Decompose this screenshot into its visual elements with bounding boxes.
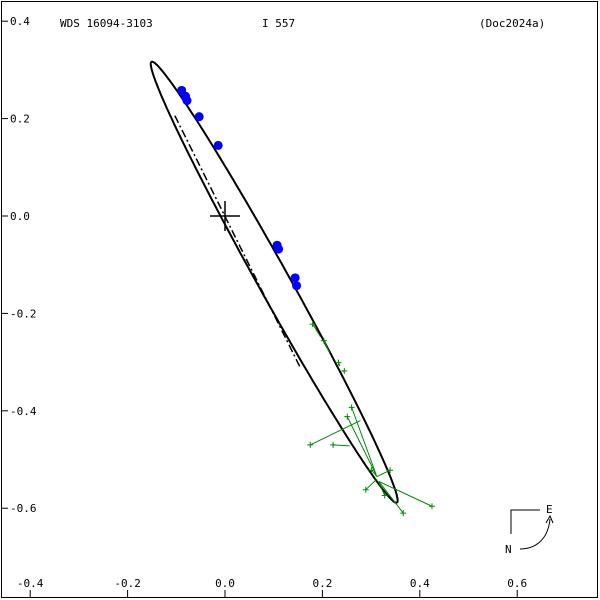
y-tick-label-4: -0.4 [10, 405, 37, 418]
compass-arrowhead-icon [545, 514, 554, 524]
x-tick-label-0: -0.4 [17, 577, 44, 590]
residual-line-0 [312, 323, 321, 338]
residual-line-11 [377, 481, 386, 496]
compass-north-label: N [505, 543, 512, 556]
residual-line-13 [378, 480, 433, 507]
interferometric-measures [177, 85, 302, 291]
residual-line-8 [371, 469, 378, 477]
micrometer-point-0 [309, 321, 316, 328]
blue-point-7 [290, 273, 300, 283]
micrometer-point-7 [330, 441, 337, 448]
reference-label: (Doc2024a) [479, 17, 545, 30]
micrometer-point-3 [341, 367, 348, 374]
micrometer-point-10 [362, 486, 369, 493]
orbit-ellipse [149, 60, 399, 504]
blue-point-6 [274, 244, 284, 254]
x-tick-label-5: 0.6 [507, 577, 527, 590]
compass-arrow [519, 518, 551, 550]
discoverer-label: I 557 [262, 17, 295, 30]
micrometer-point-6 [307, 441, 314, 448]
micrometer-point-8 [368, 467, 375, 474]
wds-id-label: WDS 16094-3103 [60, 17, 153, 30]
y-tick-label-3: -0.2 [10, 307, 37, 320]
orbit-layer [149, 60, 399, 504]
micrometer-measures [307, 321, 435, 517]
blue-point-4 [213, 140, 223, 150]
line-of-nodes [174, 115, 302, 369]
micrometer-point-5 [344, 413, 351, 420]
blue-point-8 [292, 281, 302, 291]
compass-east-label: E [546, 503, 553, 516]
y-tick-label-2: 0.0 [10, 210, 30, 223]
y-tick-label-5: -0.6 [10, 502, 37, 515]
y-tick-label-0: 0.4 [10, 15, 30, 28]
micrometer-point-12 [400, 510, 407, 517]
compass-axes [510, 509, 540, 534]
residual-line-10 [365, 478, 378, 491]
x-axis: -0.4 -0.2 0.0 0.2 0.4 0.6 [17, 577, 527, 597]
x-tick-label-3: 0.2 [312, 577, 332, 590]
micrometer-point-11 [381, 492, 388, 499]
residual-line-1 [323, 340, 331, 354]
x-tick-label-4: 0.4 [410, 577, 430, 590]
micrometer-point-2 [335, 359, 342, 366]
residual-line-4 [351, 407, 377, 475]
micrometer-point-1 [320, 337, 327, 344]
micrometer-point-9 [387, 467, 394, 474]
micrometer-point-4 [348, 404, 355, 411]
y-tick-label-1: 0.2 [10, 113, 30, 126]
blue-point-3 [194, 112, 204, 122]
residual-line-5 [346, 416, 378, 477]
blue-point-2 [182, 96, 192, 106]
x-tick-label-1: -0.2 [114, 577, 141, 590]
residual-line-9 [376, 469, 391, 477]
residual-line-6 [310, 420, 361, 446]
y-axis: 0.4 0.2 0.0 -0.2 -0.4 -0.6 [2, 15, 37, 515]
residual-line-12 [378, 481, 404, 514]
x-tick-label-2: 0.0 [215, 577, 235, 590]
micrometer-point-13 [428, 503, 435, 510]
compass: E N [505, 503, 554, 556]
